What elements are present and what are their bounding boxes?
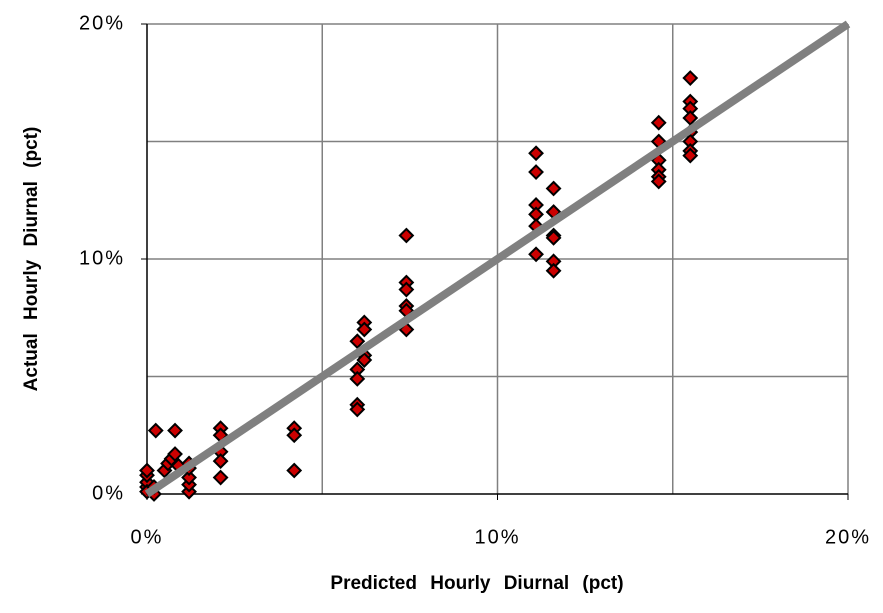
- y-axis-title: Actual Hourly Diurnal (pct): [21, 127, 42, 392]
- data-point: [167, 446, 183, 462]
- data-point: [167, 422, 183, 439]
- data-point: [650, 114, 667, 131]
- x-tick-label: 10%: [474, 526, 520, 548]
- data-point: [398, 227, 415, 244]
- data-point: [356, 321, 373, 338]
- data-point: [349, 333, 366, 350]
- data-point: [545, 229, 562, 246]
- y-tick-label: 20%: [79, 12, 125, 34]
- data-point: [545, 180, 562, 197]
- y-tick-label: 0%: [92, 482, 125, 504]
- data-point: [545, 262, 562, 279]
- x-axis-title: Predicted Hourly Diurnal (pct): [330, 573, 623, 594]
- data-point: [650, 173, 667, 190]
- data-point: [528, 145, 544, 162]
- data-point: [181, 469, 197, 486]
- data-point: [528, 164, 544, 180]
- data-point: [139, 462, 155, 479]
- data-point: [286, 462, 303, 479]
- y-tick-label: 10%: [79, 247, 125, 269]
- reference-line: [144, 20, 851, 498]
- x-tick-label: 20%: [825, 526, 871, 548]
- data-point: [356, 352, 373, 368]
- data-point: [286, 427, 303, 444]
- data-point: [682, 147, 699, 164]
- data-point: [398, 281, 415, 298]
- data-point: [349, 370, 366, 387]
- data-point: [212, 453, 229, 470]
- data-point: [349, 401, 366, 418]
- data-point: [528, 246, 544, 263]
- data-point: [212, 469, 229, 486]
- data-point: [682, 70, 699, 86]
- data-point: [147, 422, 164, 439]
- x-tick-label: 0%: [131, 526, 164, 548]
